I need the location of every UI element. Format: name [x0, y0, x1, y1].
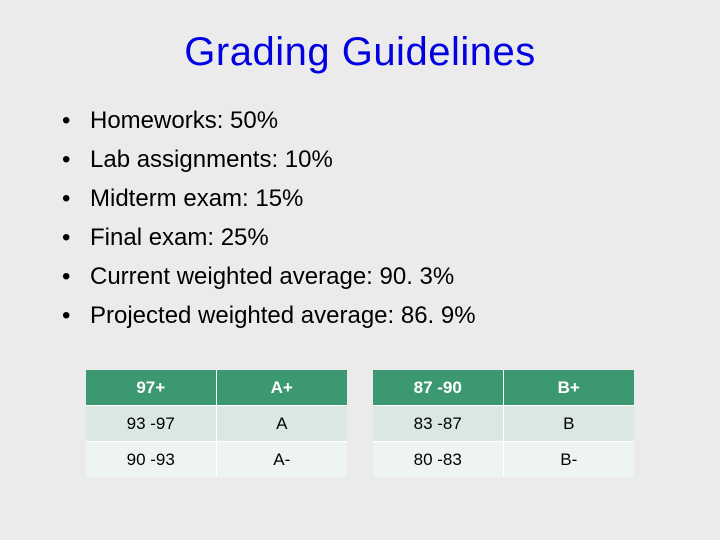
table-header-grade: B+ — [504, 370, 635, 405]
table-cell-range: 90 -93 — [86, 441, 217, 477]
list-item: Final exam: 25% — [62, 220, 670, 256]
grade-table-left: 97+ A+ 93 -97 A 90 -93 A- — [86, 370, 347, 477]
table-cell-range: 80 -83 — [373, 441, 504, 477]
table-cell-range: 93 -97 — [86, 405, 217, 441]
list-item: Current weighted average: 90. 3% — [62, 259, 670, 295]
table-cell-grade: A- — [217, 441, 348, 477]
table-cell-range: 83 -87 — [373, 405, 504, 441]
list-item: Projected weighted average: 86. 9% — [62, 298, 670, 334]
table-cell-grade: B- — [504, 441, 635, 477]
table-header-grade: A+ — [217, 370, 348, 405]
grade-tables: 97+ A+ 93 -97 A 90 -93 A- 87 -90 B+ 83 -… — [86, 370, 634, 477]
table-cell-grade: A — [217, 405, 348, 441]
table-cell-grade: B — [504, 405, 635, 441]
list-item: Midterm exam: 15% — [62, 181, 670, 217]
slide-title: Grading Guidelines — [50, 30, 670, 75]
slide: Grading Guidelines Homeworks: 50% Lab as… — [0, 0, 720, 540]
bullet-list: Homeworks: 50% Lab assignments: 10% Midt… — [62, 103, 670, 334]
grade-table-right: 87 -90 B+ 83 -87 B 80 -83 B- — [373, 370, 634, 477]
list-item: Lab assignments: 10% — [62, 142, 670, 178]
table-header-range: 97+ — [86, 370, 217, 405]
list-item: Homeworks: 50% — [62, 103, 670, 139]
table-header-range: 87 -90 — [373, 370, 504, 405]
